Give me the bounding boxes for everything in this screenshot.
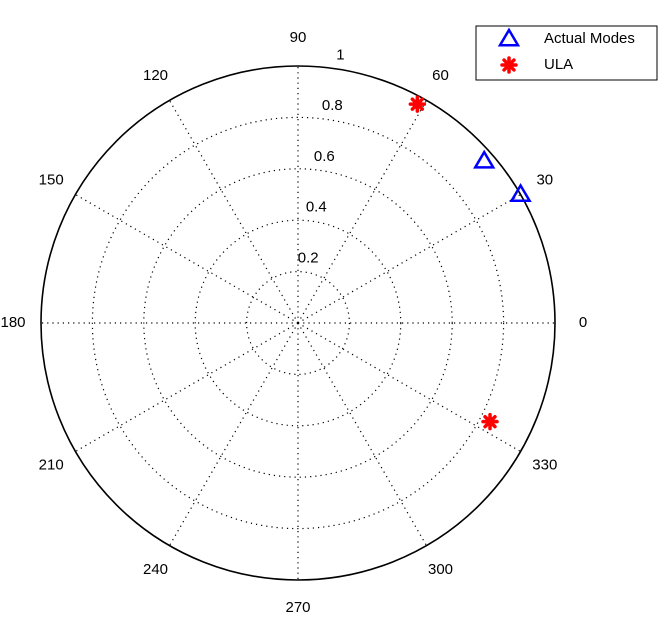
grid-ring [246,271,351,376]
data-point [509,183,532,203]
grid-ring [194,219,402,427]
theta-tick-label: 300 [428,561,453,578]
grid-spoke [297,322,428,546]
grid-spoke [297,322,521,453]
theta-tick-label: 0 [579,314,587,331]
grid-ring [143,168,453,478]
legend-marker [500,56,518,74]
grid-ring [91,116,505,530]
r-tick-label: 0.6 [314,148,335,165]
theta-tick-label: 120 [143,67,168,84]
theta-tick-label: 210 [39,456,64,473]
legend-label: ULA [544,56,573,73]
grid-spoke [297,100,428,324]
r-tick-label: 0.4 [306,199,327,216]
grid-spoke [168,100,299,324]
theta-tick-label: 270 [285,599,310,616]
theta-tick-label: 180 [0,314,25,331]
legend-label: Actual Modes [544,30,635,47]
outer-ring [40,65,556,581]
grid-spoke [297,193,521,324]
data-point [473,149,496,169]
theta-tick-label: 240 [143,561,168,578]
grid-spoke [168,322,299,546]
data-point [481,412,499,431]
theta-tick-label: 330 [532,456,557,473]
data-point [408,95,427,113]
theta-tick-label: 150 [39,171,64,188]
r-tick-label: 0.2 [298,249,319,266]
theta-tick-label: 60 [432,67,449,84]
theta-tick-label: 90 [290,29,307,46]
legend-marker [497,27,521,47]
r-tick-label: 0.8 [322,97,343,114]
grid-spoke [75,193,299,324]
r-tick-label: 1 [336,46,344,63]
grid-spoke [75,322,299,453]
theta-tick-label: 30 [536,171,553,188]
